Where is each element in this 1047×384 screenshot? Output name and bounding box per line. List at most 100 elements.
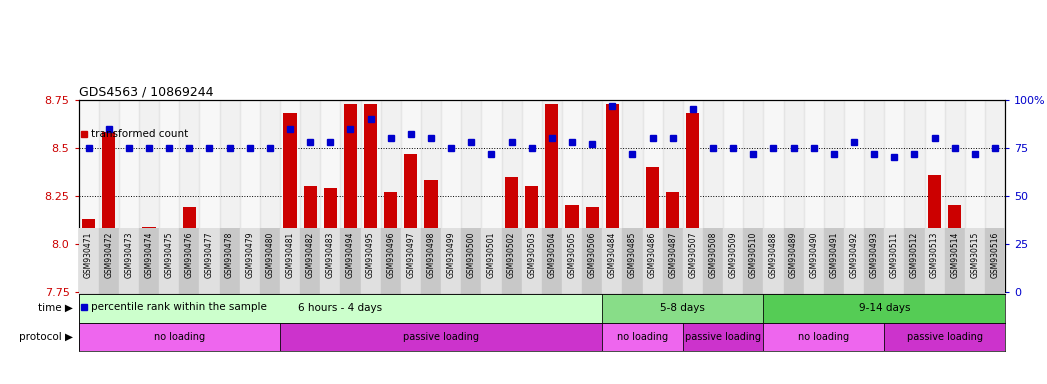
Bar <box>864 228 885 294</box>
Bar <box>683 100 703 292</box>
Text: GSM930482: GSM930482 <box>306 232 315 278</box>
Bar <box>804 228 824 294</box>
Text: GSM930491: GSM930491 <box>829 232 839 278</box>
Bar <box>98 100 118 292</box>
Bar <box>885 228 905 294</box>
Bar <box>526 186 538 292</box>
Bar <box>304 186 317 292</box>
Bar <box>723 100 743 292</box>
Text: GSM930477: GSM930477 <box>205 232 214 278</box>
Bar <box>162 248 176 292</box>
Text: GDS4563 / 10869244: GDS4563 / 10869244 <box>79 86 213 99</box>
Bar <box>260 228 280 294</box>
Bar <box>727 278 740 292</box>
Bar <box>606 104 619 292</box>
Bar <box>988 253 1002 292</box>
Text: GSM930512: GSM930512 <box>910 232 919 278</box>
Bar <box>340 100 360 292</box>
Bar <box>666 192 680 292</box>
Bar <box>103 132 115 292</box>
Text: passive loading: passive loading <box>685 332 761 342</box>
Bar <box>683 228 703 294</box>
Bar <box>827 275 841 292</box>
Bar <box>485 292 498 294</box>
Bar <box>199 100 220 292</box>
Bar <box>783 100 804 292</box>
Bar <box>985 228 1005 294</box>
Bar <box>542 100 562 292</box>
Text: GSM930504: GSM930504 <box>548 232 556 278</box>
Bar <box>360 100 381 292</box>
Bar <box>521 228 542 294</box>
Bar <box>766 282 780 292</box>
Bar <box>340 228 360 294</box>
Bar <box>482 228 502 294</box>
Text: GSM930481: GSM930481 <box>286 232 294 278</box>
Bar <box>707 282 719 292</box>
Bar <box>585 207 599 292</box>
Bar <box>502 100 521 292</box>
Bar <box>280 323 602 351</box>
Text: transformed count: transformed count <box>91 129 188 139</box>
Bar <box>824 100 844 292</box>
Bar <box>300 100 320 292</box>
Bar <box>905 100 925 292</box>
Text: GSM930490: GSM930490 <box>809 232 819 278</box>
Bar <box>885 100 905 292</box>
Bar <box>687 113 699 292</box>
Bar <box>703 228 723 294</box>
Bar <box>482 100 502 292</box>
Text: GSM930508: GSM930508 <box>709 232 717 278</box>
Text: GSM930472: GSM930472 <box>105 232 113 278</box>
Bar <box>807 276 820 292</box>
Bar <box>139 100 159 292</box>
Bar <box>220 100 240 292</box>
Bar <box>381 100 401 292</box>
Bar <box>582 100 602 292</box>
Text: GSM930484: GSM930484 <box>608 232 617 278</box>
Bar <box>280 228 300 294</box>
Bar <box>985 100 1005 292</box>
Bar <box>888 280 900 292</box>
Text: GSM930471: GSM930471 <box>84 232 93 278</box>
Bar <box>562 100 582 292</box>
Text: passive loading: passive loading <box>907 332 983 342</box>
Text: percentile rank within the sample: percentile rank within the sample <box>91 302 267 312</box>
Bar <box>179 228 199 294</box>
Bar <box>763 100 783 292</box>
Bar <box>683 323 763 351</box>
Bar <box>462 100 482 292</box>
Text: GSM930494: GSM930494 <box>346 232 355 278</box>
Bar <box>343 104 357 292</box>
Text: GSM930501: GSM930501 <box>487 232 496 278</box>
Bar <box>864 100 885 292</box>
Bar <box>220 228 240 294</box>
Text: GSM930513: GSM930513 <box>930 232 939 278</box>
Text: GSM930480: GSM930480 <box>265 232 274 278</box>
Text: GSM930500: GSM930500 <box>467 232 475 278</box>
Bar <box>602 228 622 294</box>
Bar <box>944 100 965 292</box>
Text: GSM930493: GSM930493 <box>870 232 878 278</box>
Bar <box>79 228 98 294</box>
Bar <box>79 294 602 323</box>
Bar <box>79 100 98 292</box>
Bar <box>622 228 643 294</box>
Bar <box>240 228 260 294</box>
Text: GSM930516: GSM930516 <box>990 232 1000 278</box>
Bar <box>925 100 944 292</box>
Bar <box>381 228 401 294</box>
Bar <box>82 219 95 292</box>
Bar <box>384 192 397 292</box>
Bar <box>643 228 663 294</box>
Bar <box>905 228 925 294</box>
Bar <box>421 100 441 292</box>
Bar <box>465 286 477 292</box>
Bar <box>844 100 864 292</box>
Text: passive loading: passive loading <box>403 332 480 342</box>
Text: GSM930495: GSM930495 <box>366 232 375 278</box>
Bar <box>542 228 562 294</box>
Text: time ▶: time ▶ <box>39 303 73 313</box>
Text: GSM930483: GSM930483 <box>326 232 335 278</box>
Text: GSM930499: GSM930499 <box>447 232 455 278</box>
